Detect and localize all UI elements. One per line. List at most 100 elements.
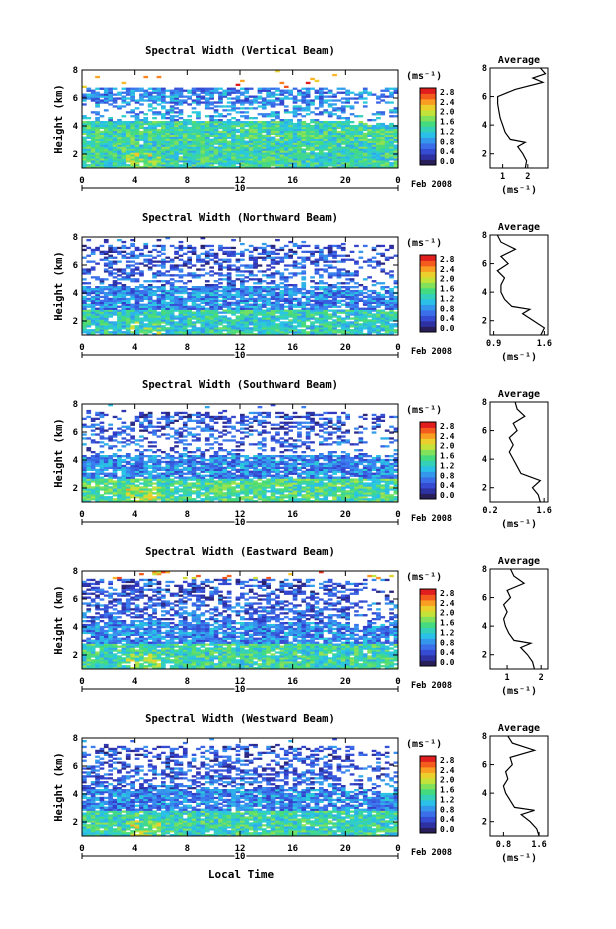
average-line xyxy=(497,67,547,169)
average-x-label: (ms⁻¹) xyxy=(501,519,537,530)
average-y-tick: 2 xyxy=(482,651,487,661)
x-tick-label: 4 xyxy=(132,510,138,520)
average-x-tick: 1.6 xyxy=(536,506,551,516)
day-label: 10 xyxy=(235,685,246,695)
y-axis-label: Height (km) xyxy=(53,752,65,822)
x-tick-label: 16 xyxy=(287,510,298,520)
x-tick-label: 20 xyxy=(340,176,351,186)
y-tick-label: 8 xyxy=(73,233,78,243)
average-x-tick: 0.2 xyxy=(482,506,497,516)
average-y-tick: 4 xyxy=(482,622,487,632)
colorbar-unit: (ms⁻¹) xyxy=(406,572,442,583)
x-tick-label: 0 xyxy=(395,677,400,687)
date-label: Feb 2008 xyxy=(411,681,452,691)
y-tick-label: 4 xyxy=(73,456,79,466)
y-tick-label: 2 xyxy=(73,317,78,327)
colorbar-tick-label: 0.4 xyxy=(440,314,455,323)
average-profile: Average 2 4 6 8 0.2 1.6 (ms⁻¹) xyxy=(482,389,552,530)
y-tick-label: 8 xyxy=(73,400,78,410)
x-tick-label: 0 xyxy=(79,677,84,687)
y-tick-label: 4 xyxy=(73,623,79,633)
x-tick-label: 16 xyxy=(287,844,298,854)
colorbar: 0.00.40.81.21.62.02.42.8 xyxy=(419,755,455,834)
x-tick-label: 20 xyxy=(340,844,351,854)
panel-5: Spectral Width (Westward Beam)0 4 8 12 16 20 0… xyxy=(53,713,549,864)
x-tick-label: 8 xyxy=(185,677,190,687)
colorbar-tick-label: 1.6 xyxy=(440,285,455,294)
panel-3: Spectral Width (Southward Beam)0 4 8 12 16 20… xyxy=(53,379,552,530)
average-y-tick: 6 xyxy=(482,761,487,771)
colorbar-tick-label: 0.4 xyxy=(440,815,455,824)
colorbar-tick-label: 0.0 xyxy=(440,157,455,166)
average-x-label: (ms⁻¹) xyxy=(501,185,537,196)
y-tick-label: 2 xyxy=(73,150,78,160)
colorbar-tick-label: 2.4 xyxy=(440,766,455,775)
colorbar-tick-label: 0.4 xyxy=(440,481,455,490)
average-y-tick: 8 xyxy=(482,732,487,742)
colorbar-tick-label: 2.0 xyxy=(440,108,455,117)
colorbar-tick-label: 0.0 xyxy=(440,825,455,834)
colorbar-tick-label: 0.4 xyxy=(440,147,455,156)
colorbar-unit: (ms⁻¹) xyxy=(406,405,442,416)
average-profile: Average 2 4 6 8 0.9 1.6(ms⁻¹) xyxy=(482,222,552,363)
y-tick-label: 6 xyxy=(73,261,78,271)
x-tick-label: 16 xyxy=(287,343,298,353)
colorbar-tick-label: 2.4 xyxy=(440,98,455,107)
date-label: Feb 2008 xyxy=(411,848,452,858)
colorbar-tick-label: 2.8 xyxy=(440,422,455,431)
average-x-label: (ms⁻¹) xyxy=(501,352,537,363)
x-tick-label: 12 xyxy=(235,176,246,186)
x-tick-label: 0 xyxy=(395,510,400,520)
colorbar-tick-label: 0.8 xyxy=(440,805,455,814)
average-y-tick: 4 xyxy=(482,288,487,298)
colorbar-tick-label: 2.0 xyxy=(440,442,455,451)
average-x-tick: 0.8 xyxy=(496,840,511,850)
average-frame xyxy=(489,234,549,336)
average-x-label: (ms⁻¹) xyxy=(501,686,537,697)
x-tick-label: 20 xyxy=(340,343,351,353)
x-tick-label: 0 xyxy=(395,176,400,186)
average-y-tick: 8 xyxy=(482,398,487,408)
day-label: 10 xyxy=(235,518,246,528)
colorbar-tick-label: 1.6 xyxy=(440,786,455,795)
heatmap-cells xyxy=(82,70,399,169)
panel-1: Spectral Width (Vertical Beam)0 4 8 12 16 20 0… xyxy=(53,45,549,196)
average-y-tick: 6 xyxy=(482,427,487,437)
y-tick-label: 2 xyxy=(73,651,78,661)
panel-title: Spectral Width (Eastward Beam) xyxy=(145,546,335,558)
colorbar-tick-label: 2.4 xyxy=(440,265,455,274)
average-title: Average xyxy=(498,389,540,400)
colorbar-unit: (ms⁻¹) xyxy=(406,238,442,249)
average-y-tick: 6 xyxy=(482,594,487,604)
colorbar-tick-label: 0.0 xyxy=(440,491,455,500)
x-tick-label: 4 xyxy=(132,844,138,854)
y-tick-label: 8 xyxy=(73,567,78,577)
x-tick-label: 20 xyxy=(340,510,351,520)
colorbar-tick-label: 0.8 xyxy=(440,471,455,480)
panel-title: Spectral Width (Westward Beam) xyxy=(145,713,335,725)
average-line xyxy=(496,234,546,336)
colorbar-unit: (ms⁻¹) xyxy=(406,71,442,82)
y-tick-label: 4 xyxy=(73,122,79,132)
colorbar-tick-label: 1.6 xyxy=(440,452,455,461)
average-y-tick: 8 xyxy=(482,231,487,241)
day-label: 10 xyxy=(235,852,246,862)
y-axis-label: Height (km) xyxy=(53,418,65,488)
average-title: Average xyxy=(498,222,540,233)
colorbar-tick-label: 1.2 xyxy=(440,127,455,136)
average-line xyxy=(502,735,540,837)
average-frame xyxy=(489,735,549,837)
x-tick-label: 0 xyxy=(395,844,400,854)
colorbar-tick-label: 2.0 xyxy=(440,776,455,785)
colorbar-tick-label: 2.8 xyxy=(440,589,455,598)
y-tick-label: 6 xyxy=(73,595,78,605)
y-tick-label: 6 xyxy=(73,428,78,438)
average-y-tick: 6 xyxy=(482,260,487,270)
average-x-tick: 0.9 xyxy=(486,339,501,349)
colorbar-tick-label: 2.4 xyxy=(440,432,455,441)
average-y-tick: 4 xyxy=(482,121,487,131)
x-tick-label: 0 xyxy=(79,343,84,353)
colorbar: 0.00.40.81.21.62.02.42.8 xyxy=(419,588,455,667)
